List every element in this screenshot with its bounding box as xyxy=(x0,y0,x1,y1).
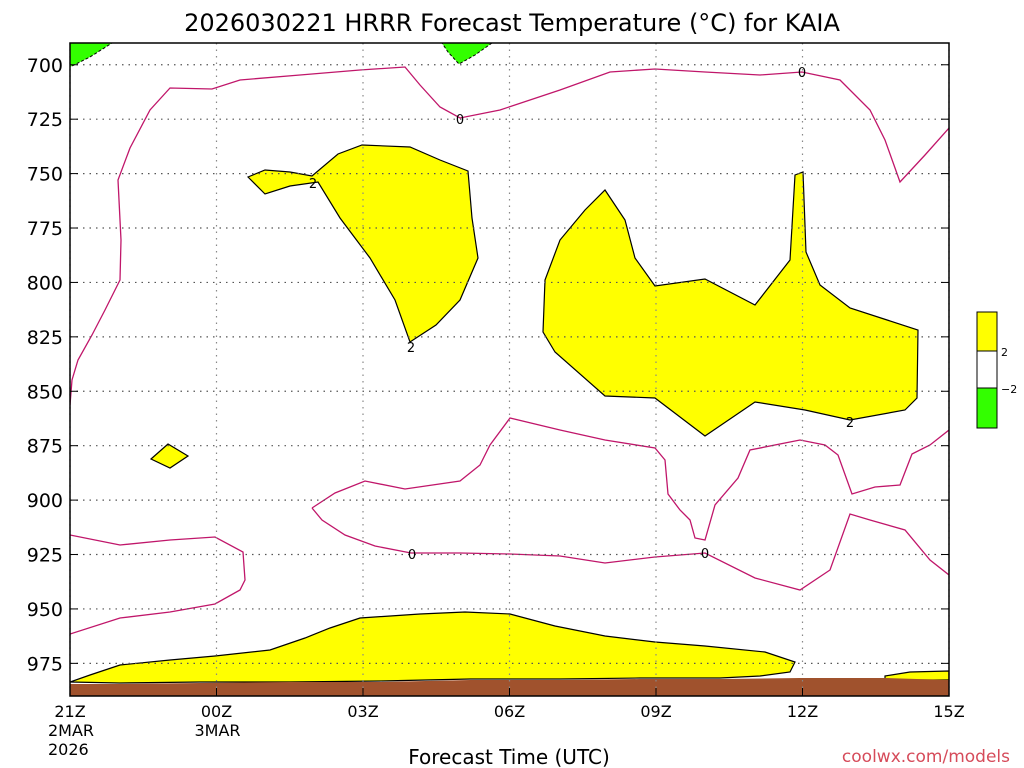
credit-text: coolwx.com/models xyxy=(842,747,1010,767)
y-tick-label: 850 xyxy=(27,381,63,403)
y-tick-label: 875 xyxy=(27,436,63,458)
legend-swatch xyxy=(976,350,998,389)
contour-labels: 0 0 0 0 2 2 2 xyxy=(309,66,854,563)
contour-label: 2 xyxy=(309,177,317,192)
legend-label: 2 xyxy=(1001,346,1008,359)
contour-label: 2 xyxy=(407,341,415,356)
x-tick-label: 12Z xyxy=(787,702,818,721)
contour-label: 0 xyxy=(798,66,806,81)
legend-swatch xyxy=(976,387,998,429)
x-tick-label: 15Z xyxy=(933,702,964,721)
warm-region-mid xyxy=(542,171,919,437)
contour-label: 0 xyxy=(456,113,464,128)
contour-label: 0 xyxy=(408,548,416,563)
y-tick-label: 950 xyxy=(27,599,63,621)
y-tick-label: 925 xyxy=(27,545,63,567)
y-tick-label: 800 xyxy=(27,272,63,294)
chart-title: 2026030221 HRRR Forecast Temperature (°C… xyxy=(184,9,840,37)
y-tick-label: 975 xyxy=(27,653,63,675)
y-tick-label: 825 xyxy=(27,327,63,349)
y-tick-label: 900 xyxy=(27,490,63,512)
y-tick-label: 775 xyxy=(27,218,63,240)
contour-label: 0 xyxy=(701,547,709,562)
zero-isotherm-lines xyxy=(70,66,949,635)
x-axis-label: Forecast Time (UTC) xyxy=(408,745,610,768)
y-axis-ticks: 700 725 750 775 800 825 850 875 900 925 950 975 xyxy=(27,55,949,675)
x-tick-date: 2MAR xyxy=(48,721,94,740)
cold-region-top-left xyxy=(70,43,113,68)
legend-swatch xyxy=(976,311,998,352)
x-tick-year: 2026 xyxy=(48,740,89,759)
warm-region-upper xyxy=(246,144,479,343)
x-tick-label: 03Z xyxy=(347,702,378,721)
x-tick-label: 21Z xyxy=(54,702,85,721)
y-tick-label: 700 xyxy=(27,55,63,77)
x-tick-label: 06Z xyxy=(494,702,525,721)
legend-label: −2 xyxy=(1001,383,1017,396)
x-tick-label: 09Z xyxy=(640,702,671,721)
warm-region-small xyxy=(149,443,190,469)
color-legend: 2 −2 xyxy=(976,311,1017,429)
y-tick-label: 725 xyxy=(27,109,63,131)
contour-label: 2 xyxy=(846,416,854,431)
x-tick-label: 00Z xyxy=(201,702,232,721)
warm-region-surface xyxy=(70,611,796,684)
y-tick-label: 750 xyxy=(27,164,63,186)
cold-region-top-center xyxy=(441,43,493,65)
x-tick-date: 3MAR xyxy=(195,721,241,740)
